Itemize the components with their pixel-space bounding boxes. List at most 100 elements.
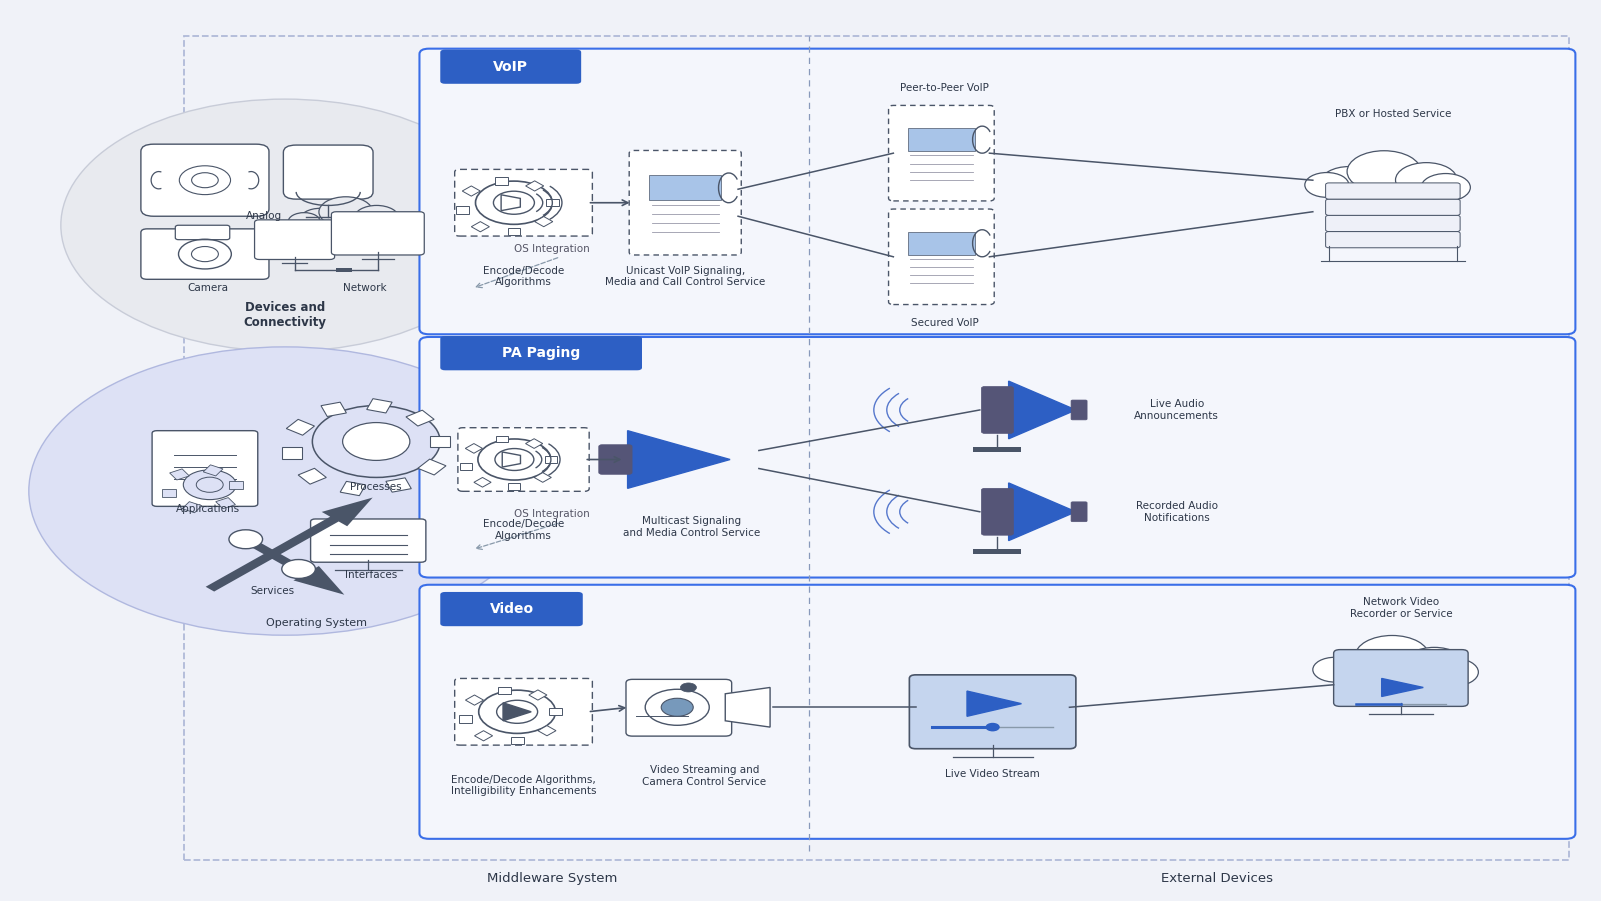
Bar xyxy=(459,463,472,469)
FancyBboxPatch shape xyxy=(629,150,741,255)
Bar xyxy=(509,484,520,490)
Text: Applications: Applications xyxy=(176,504,240,514)
Circle shape xyxy=(1422,174,1470,201)
Bar xyxy=(339,481,365,496)
FancyBboxPatch shape xyxy=(458,428,589,491)
Text: Peer-to-Peer VoIP: Peer-to-Peer VoIP xyxy=(900,83,989,94)
Polygon shape xyxy=(1009,381,1076,439)
FancyBboxPatch shape xyxy=(419,49,1575,334)
Bar xyxy=(463,186,480,196)
Text: Live Audio
Announcements: Live Audio Announcements xyxy=(1134,399,1220,421)
Bar xyxy=(320,402,346,416)
Bar xyxy=(908,129,975,151)
Bar xyxy=(525,181,544,191)
Bar xyxy=(474,731,493,741)
FancyBboxPatch shape xyxy=(455,169,592,236)
FancyBboxPatch shape xyxy=(599,445,632,474)
FancyArrow shape xyxy=(205,497,373,592)
Circle shape xyxy=(197,478,223,492)
Circle shape xyxy=(661,698,693,716)
Circle shape xyxy=(343,423,410,460)
Circle shape xyxy=(61,99,509,351)
Circle shape xyxy=(373,214,408,233)
Circle shape xyxy=(1313,658,1358,682)
Circle shape xyxy=(319,196,373,227)
Text: Recorded Audio
Notifications: Recorded Audio Notifications xyxy=(1135,501,1218,523)
Bar xyxy=(908,232,975,254)
FancyBboxPatch shape xyxy=(909,675,1076,749)
Bar xyxy=(525,439,543,449)
Bar xyxy=(431,436,450,447)
Circle shape xyxy=(1329,651,1385,683)
Text: Video: Video xyxy=(490,602,533,616)
FancyBboxPatch shape xyxy=(311,519,426,562)
Circle shape xyxy=(299,208,341,232)
FancyBboxPatch shape xyxy=(440,50,581,84)
Bar xyxy=(386,478,411,492)
Bar xyxy=(282,447,303,459)
Polygon shape xyxy=(725,687,770,727)
FancyBboxPatch shape xyxy=(152,431,258,506)
Bar xyxy=(538,725,556,736)
Bar xyxy=(546,199,559,206)
Circle shape xyxy=(680,683,696,692)
FancyBboxPatch shape xyxy=(1326,199,1460,215)
Text: Encode/Decode Algorithms,
Intelligibility Enhancements: Encode/Decode Algorithms, Intelligibilit… xyxy=(451,775,596,796)
Text: Network Video
Recorder or Service: Network Video Recorder or Service xyxy=(1350,597,1452,619)
Text: Services: Services xyxy=(250,586,295,596)
Bar xyxy=(184,36,1569,860)
Bar xyxy=(336,268,352,272)
FancyBboxPatch shape xyxy=(141,229,269,279)
FancyBboxPatch shape xyxy=(1326,232,1460,248)
Text: OS Integration: OS Integration xyxy=(514,243,591,254)
FancyBboxPatch shape xyxy=(889,209,994,305)
Circle shape xyxy=(645,689,709,725)
Bar xyxy=(466,695,484,705)
Bar xyxy=(973,447,1021,452)
Bar xyxy=(474,478,492,487)
Polygon shape xyxy=(967,691,1021,716)
Bar xyxy=(298,469,327,484)
Bar xyxy=(549,708,562,715)
Bar xyxy=(162,488,176,497)
FancyArrow shape xyxy=(234,532,344,595)
Circle shape xyxy=(312,405,440,478)
Bar xyxy=(418,460,447,475)
Text: Middleware System: Middleware System xyxy=(487,872,618,885)
Polygon shape xyxy=(503,452,520,467)
Circle shape xyxy=(282,560,315,578)
FancyBboxPatch shape xyxy=(1326,183,1460,199)
FancyBboxPatch shape xyxy=(981,387,1013,433)
Polygon shape xyxy=(501,195,520,211)
Polygon shape xyxy=(503,703,532,721)
Bar xyxy=(528,690,548,700)
FancyBboxPatch shape xyxy=(419,585,1575,839)
Circle shape xyxy=(1346,150,1422,192)
FancyBboxPatch shape xyxy=(1071,502,1087,522)
Polygon shape xyxy=(1009,483,1076,541)
FancyBboxPatch shape xyxy=(1326,215,1460,232)
Bar xyxy=(973,549,1021,554)
Bar xyxy=(498,687,511,694)
Circle shape xyxy=(229,530,263,549)
Bar xyxy=(367,398,392,413)
Bar xyxy=(407,410,434,426)
Bar xyxy=(471,222,490,232)
Text: Live Video Stream: Live Video Stream xyxy=(945,769,1041,779)
Text: VoIP: VoIP xyxy=(493,59,528,74)
Circle shape xyxy=(29,347,541,635)
Text: Video Streaming and
Camera Control Service: Video Streaming and Camera Control Servi… xyxy=(642,765,767,787)
Bar xyxy=(466,443,482,453)
Text: OS Integration: OS Integration xyxy=(514,508,591,519)
Bar xyxy=(170,469,189,480)
Circle shape xyxy=(1305,172,1348,197)
Circle shape xyxy=(1404,647,1465,682)
Text: Encode/Decode
Algorithms: Encode/Decode Algorithms xyxy=(484,266,564,287)
Bar xyxy=(508,228,520,235)
FancyBboxPatch shape xyxy=(141,144,269,216)
Bar xyxy=(495,177,508,185)
Bar xyxy=(203,465,223,476)
FancyBboxPatch shape xyxy=(331,212,424,255)
Bar xyxy=(229,481,243,488)
Text: PBX or Hosted Service: PBX or Hosted Service xyxy=(1335,109,1451,120)
